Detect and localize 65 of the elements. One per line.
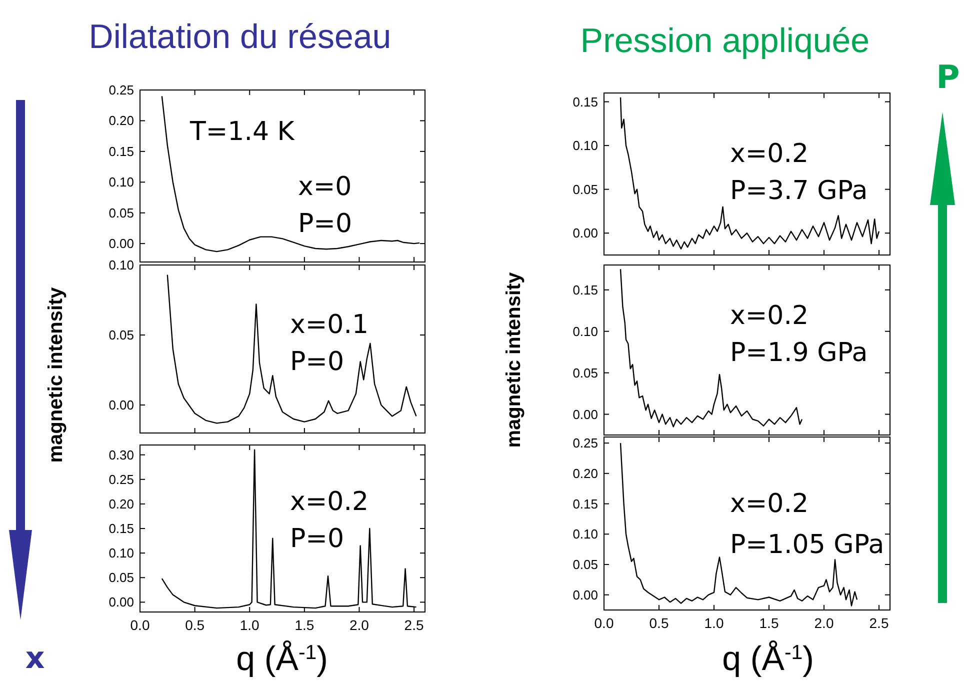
x-tick-label: 2.5 xyxy=(404,617,424,633)
x-tick-label: 0.0 xyxy=(130,617,150,633)
annotation: x=0.2 xyxy=(290,487,369,517)
annotation: x=0 xyxy=(298,172,352,202)
y-tick-label: 0.00 xyxy=(572,226,598,241)
y-tick-label: 0.00 xyxy=(572,587,598,602)
y-axis-title: magnetic intensity xyxy=(45,286,67,463)
annotation: x=0.2 xyxy=(730,139,809,169)
y-tick-label: 0.15 xyxy=(108,144,134,159)
y-tick-label: 0.05 xyxy=(108,328,134,342)
x-tick-label: 1.5 xyxy=(759,615,779,631)
x-tick-label: 2.0 xyxy=(814,615,834,631)
chart-title: Pression appliquée xyxy=(580,22,870,60)
x-tick-label: 0.0 xyxy=(594,615,614,631)
y-tick-label: 0.10 xyxy=(108,546,134,561)
y-tick-label: 0.15 xyxy=(108,521,134,536)
annotation: P=1.05 GPa xyxy=(730,530,884,560)
y-tick-label: 0.25 xyxy=(108,472,134,487)
y-tick-label: 0.05 xyxy=(572,182,598,197)
y-axis-title: magnetic intensity xyxy=(503,271,525,448)
annotation: P=0 xyxy=(298,209,352,239)
y-tick-label: 0.20 xyxy=(108,496,134,512)
x-axis-title: q (Å$^{-1}$) xyxy=(722,640,814,678)
x-tick-label: 0.5 xyxy=(649,615,669,631)
x-tick-label: 1.0 xyxy=(240,617,260,633)
annotation: T=1.4 K xyxy=(189,117,296,147)
annotation: P=0 xyxy=(290,524,344,554)
chart-title: Dilatation du réseau xyxy=(88,18,392,56)
x-tick-label: 0.5 xyxy=(185,617,205,633)
x-tick-label: 2.5 xyxy=(869,615,889,631)
x-tick-label: 1.5 xyxy=(294,617,314,633)
y-tick-label: 0.10 xyxy=(572,324,598,339)
text: P xyxy=(936,58,960,96)
y-tick-label: 0.00 xyxy=(108,398,134,412)
y-tick-label: 0.00 xyxy=(108,236,134,252)
annotation: x=0.1 xyxy=(290,310,369,340)
line-series xyxy=(166,274,417,424)
annotation: x=0.2 xyxy=(730,301,809,331)
y-tick-label: 0.00 xyxy=(108,594,134,610)
y-tick-label: 0.05 xyxy=(572,365,598,380)
line-series xyxy=(620,96,880,250)
y-tick-label: 0.20 xyxy=(108,113,134,128)
x-axis-title: q (Å$^{-1}$) xyxy=(236,640,328,678)
annotation: P=0 xyxy=(290,347,344,377)
annotation: P=3.7 GPa xyxy=(730,176,868,206)
annotation: P=1.9 GPa xyxy=(730,338,868,368)
y-tick-label: 0.15 xyxy=(572,94,598,110)
y-tick-label: 0.20 xyxy=(572,466,598,481)
y-tick-label: 0.25 xyxy=(572,436,598,451)
y-tick-label: 0.25 xyxy=(108,82,134,98)
y-tick-label: 0.10 xyxy=(572,526,598,542)
y-tick-label: 0.15 xyxy=(572,282,598,298)
y-tick-label: 0.05 xyxy=(572,556,598,572)
y-tick-label: 0.10 xyxy=(108,258,134,272)
y-tick-label: 0.30 xyxy=(108,447,134,462)
y-tick-label: 0.10 xyxy=(108,174,134,190)
y-tick-label: 0.15 xyxy=(572,496,598,512)
x-tick-label: 2.0 xyxy=(349,617,370,633)
annotation: x=0.2 xyxy=(730,489,809,519)
y-tick-label: 0.10 xyxy=(572,138,598,154)
x-tick-label: 1.0 xyxy=(704,615,724,631)
y-tick-label: 0.00 xyxy=(572,406,598,422)
text: x xyxy=(25,641,45,676)
y-tick-label: 0.05 xyxy=(108,205,134,220)
y-tick-label: 0.05 xyxy=(108,570,134,586)
